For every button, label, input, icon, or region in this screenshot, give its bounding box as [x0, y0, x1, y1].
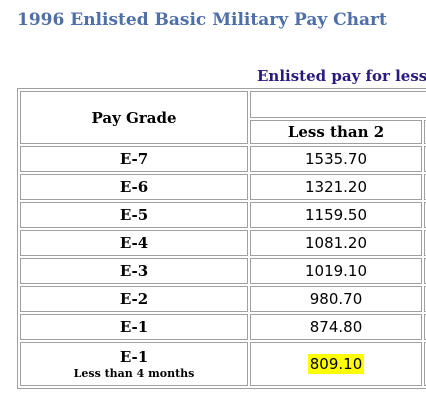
pay-cell: 809.10 [250, 342, 422, 386]
table-row: E-1 874.80 [20, 314, 426, 340]
table-header-row: Pay Grade [20, 91, 426, 144]
pay-cell: 874.80 [250, 314, 422, 340]
pay-cell: 1019.10 [250, 258, 422, 284]
pay-chart-table: Pay Grade Less than 2 E-7 1535.70 E-6 13… [17, 88, 426, 389]
cutoff-cell [424, 174, 426, 200]
grade-cell: E-3 [20, 258, 248, 284]
pay-cell: 1081.20 [250, 230, 422, 256]
highlighted-pay-value: 809.10 [307, 354, 365, 374]
header-blank-cell [250, 91, 426, 118]
grade-cell: E-7 [20, 146, 248, 172]
cutoff-cell [424, 202, 426, 228]
table-row: E-2 980.70 [20, 286, 426, 312]
table-row: E-5 1159.50 [20, 202, 426, 228]
grade-cell: E-2 [20, 286, 248, 312]
pay-cell: 1535.70 [250, 146, 422, 172]
table-row: E-3 1019.10 [20, 258, 426, 284]
header-cutoff-cell [424, 119, 426, 144]
table-subheader-row: Less than 2 [20, 119, 426, 144]
grade-note: Less than 4 months [73, 367, 195, 380]
header-pay-grade: Pay Grade [20, 91, 248, 144]
cutoff-cell [424, 258, 426, 284]
pay-cell: 1321.20 [250, 174, 422, 200]
table-row: E-7 1535.70 [20, 146, 426, 172]
grade-cell: E-1 [20, 314, 248, 340]
cutoff-cell [424, 314, 426, 340]
cutoff-cell [424, 146, 426, 172]
table-row: E-4 1081.20 [20, 230, 426, 256]
grade-cell: E-6 [20, 174, 248, 200]
grade-label: E-1 [119, 348, 149, 366]
table-caption: Enlisted pay for less [257, 67, 426, 85]
grade-cell: E-5 [20, 202, 248, 228]
pay-cell: 1159.50 [250, 202, 422, 228]
grade-cell: E-4 [20, 230, 248, 256]
header-less-than-2: Less than 2 [250, 119, 422, 144]
cutoff-cell [424, 286, 426, 312]
pay-cell: 980.70 [250, 286, 422, 312]
pay-chart-table-container: Pay Grade Less than 2 E-7 1535.70 E-6 13… [17, 88, 426, 390]
cutoff-cell [424, 230, 426, 256]
table-row: E-1 Less than 4 months 809.10 [20, 342, 426, 386]
table-row: E-6 1321.20 [20, 174, 426, 200]
page-title: 1996 Enlisted Basic Military Pay Chart [17, 10, 387, 30]
cutoff-cell [424, 342, 426, 386]
grade-cell: E-1 Less than 4 months [20, 342, 248, 386]
